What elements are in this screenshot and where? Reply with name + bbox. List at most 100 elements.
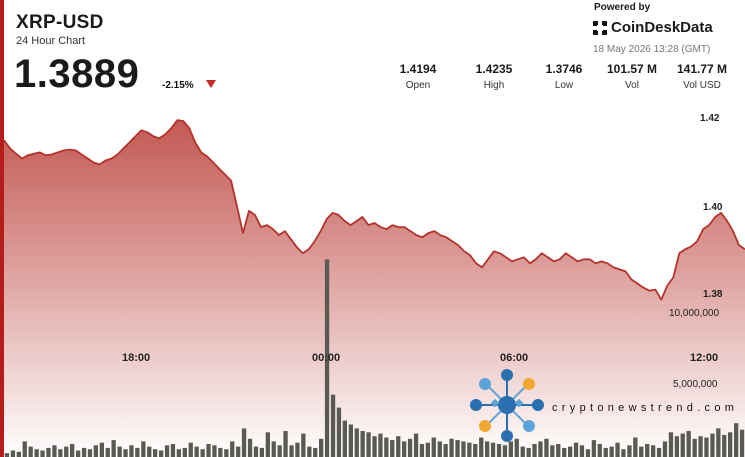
volume-bar xyxy=(603,447,608,457)
volume-bar xyxy=(259,447,264,457)
volume-bar xyxy=(366,432,371,457)
volume-bar xyxy=(585,449,591,457)
watermark-text: cryptonewstrend.com xyxy=(552,402,739,414)
volume-bar xyxy=(319,438,324,457)
volume-bar xyxy=(455,440,460,457)
volume-bar xyxy=(241,428,247,457)
volume-bar xyxy=(230,441,235,457)
volume-bar xyxy=(645,444,650,457)
volume-bar xyxy=(64,446,69,457)
volume-bar xyxy=(728,432,733,457)
chart-timestamp: 18 May 2026 13:28 (GMT) xyxy=(593,44,711,55)
volume-bar xyxy=(159,450,164,457)
volume-bar xyxy=(538,441,543,457)
stat-value: 1.4235 xyxy=(475,62,513,76)
volume-bar xyxy=(419,444,425,457)
stat-value: 1.3746 xyxy=(545,62,583,76)
volume-bar xyxy=(556,444,561,457)
volume-tick-label: 10,000,000 xyxy=(669,308,719,319)
volume-bar xyxy=(301,433,306,457)
volume-bar xyxy=(295,442,300,457)
volume-bar xyxy=(206,444,211,457)
volume-bar xyxy=(324,259,330,457)
volume-bar xyxy=(396,436,401,457)
volume-bar xyxy=(490,442,496,457)
volume-bar xyxy=(390,440,395,457)
stat-volume-usd: 141.77 M Vol USD xyxy=(667,62,737,91)
volume-bar xyxy=(734,423,739,457)
volume-bar xyxy=(698,436,703,457)
volume-bar xyxy=(722,434,727,457)
volume-bar xyxy=(141,441,146,457)
volume-bar xyxy=(105,447,110,457)
volume-bar xyxy=(704,437,709,457)
volume-bar xyxy=(402,441,407,457)
volume-bar xyxy=(562,447,567,457)
volume-bar xyxy=(479,437,484,457)
volume-bar xyxy=(496,444,502,457)
volume-bar xyxy=(164,445,170,457)
stat-label: Vol USD xyxy=(683,80,721,91)
stat-label: Open xyxy=(405,80,431,91)
volume-bar xyxy=(76,450,81,457)
volume-bar xyxy=(153,449,158,457)
volume-bar xyxy=(4,453,10,457)
chart-subtitle: 24 Hour Chart xyxy=(16,35,86,47)
volume-bar xyxy=(70,444,75,457)
volume-bar xyxy=(307,446,312,457)
volume-bar xyxy=(313,447,318,457)
volume-bar xyxy=(46,447,51,457)
volume-bar xyxy=(716,428,721,457)
volume-bar xyxy=(176,449,181,457)
volume-bar xyxy=(443,444,448,457)
volume-bar xyxy=(93,445,98,457)
volume-bar xyxy=(289,445,294,457)
stat-value: 1.4194 xyxy=(399,62,437,76)
volume-bar xyxy=(378,433,383,457)
stat-volume: 101.57 M Vol xyxy=(597,62,667,91)
down-triangle-icon xyxy=(206,80,216,88)
volume-bar xyxy=(87,449,93,457)
volume-bar xyxy=(247,438,253,457)
stat-label: Vol xyxy=(625,80,639,91)
price-area-fill xyxy=(4,120,745,457)
volume-bar xyxy=(360,431,365,457)
volume-bar xyxy=(615,442,620,457)
current-price: 1.3889 xyxy=(14,52,140,96)
volume-bar xyxy=(22,441,27,457)
volume-bar xyxy=(579,445,585,457)
x-tick-label: 06:00 xyxy=(500,352,528,364)
volume-bar xyxy=(342,420,347,457)
volume-bar xyxy=(597,444,602,457)
volume-bar xyxy=(514,438,519,457)
volume-bar xyxy=(147,446,152,457)
volume-bar xyxy=(413,433,419,457)
volume-bar xyxy=(283,431,288,457)
volume-bar xyxy=(532,444,537,457)
x-axis-labels: 18:00 00:00 06:00 12:00 xyxy=(122,352,718,364)
volume-bar xyxy=(621,449,626,457)
volume-bar xyxy=(271,441,276,457)
volume-bar xyxy=(58,449,63,457)
ticker-symbol: XRP-USD xyxy=(16,12,104,33)
volume-bar xyxy=(627,445,632,457)
brand-logo[interactable]: CoinDeskData xyxy=(593,19,713,36)
volume-bar xyxy=(461,441,466,457)
volume-bar xyxy=(34,449,39,457)
volume-bar xyxy=(407,438,413,457)
volume-bar xyxy=(437,441,442,457)
volume-bar xyxy=(236,446,241,457)
volume-bar xyxy=(277,445,282,457)
volume-bar xyxy=(680,433,685,457)
volume-bar xyxy=(188,442,193,457)
volume-bar xyxy=(194,446,199,457)
watermark-logo-icon xyxy=(470,369,544,442)
coindesk-logo-icon xyxy=(593,20,607,35)
volume-bar xyxy=(739,429,745,457)
volume-bar xyxy=(52,445,57,457)
volume-bar xyxy=(372,436,377,457)
volume-bar xyxy=(170,444,176,457)
volume-bar xyxy=(200,449,205,457)
volume-bar xyxy=(40,450,45,457)
